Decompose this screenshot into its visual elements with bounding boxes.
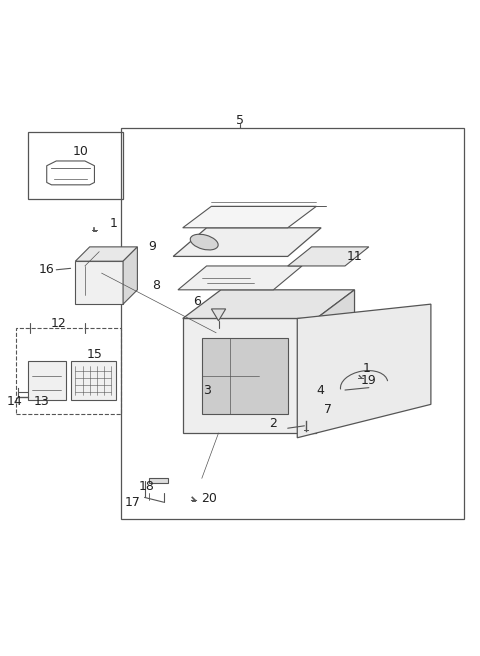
Text: 5: 5 [236, 114, 244, 127]
FancyBboxPatch shape [75, 261, 123, 304]
Text: 2: 2 [269, 417, 277, 430]
Text: 7: 7 [324, 403, 332, 416]
Polygon shape [75, 247, 137, 261]
Text: 15: 15 [86, 348, 102, 361]
Polygon shape [183, 318, 316, 433]
Text: 18: 18 [139, 480, 155, 493]
Polygon shape [183, 206, 316, 228]
Polygon shape [202, 338, 288, 414]
Polygon shape [123, 247, 137, 304]
Text: 19: 19 [361, 374, 377, 387]
Polygon shape [173, 228, 321, 256]
Text: 16: 16 [39, 263, 55, 276]
Text: 12: 12 [51, 317, 67, 330]
Bar [120, 127, 464, 519]
Polygon shape [288, 247, 369, 266]
Text: 1: 1 [362, 362, 371, 375]
Polygon shape [149, 478, 168, 483]
Text: 10: 10 [72, 145, 88, 158]
Bar [16, 328, 120, 414]
Polygon shape [178, 266, 302, 290]
Text: 4: 4 [316, 384, 324, 396]
Bar [28, 133, 123, 199]
Polygon shape [297, 304, 431, 438]
Text: 20: 20 [201, 493, 217, 505]
Polygon shape [316, 290, 355, 433]
Ellipse shape [190, 234, 218, 250]
Polygon shape [211, 309, 226, 321]
Polygon shape [71, 361, 116, 400]
Polygon shape [183, 290, 355, 318]
Polygon shape [28, 361, 66, 400]
Text: 1: 1 [109, 218, 118, 230]
Text: 13: 13 [34, 396, 50, 409]
Text: 9: 9 [148, 240, 156, 253]
Text: 6: 6 [193, 295, 201, 308]
Text: 11: 11 [347, 250, 362, 263]
Text: 8: 8 [153, 279, 160, 291]
Text: 3: 3 [203, 384, 211, 396]
Text: 14: 14 [7, 396, 23, 409]
Text: 17: 17 [125, 496, 141, 508]
